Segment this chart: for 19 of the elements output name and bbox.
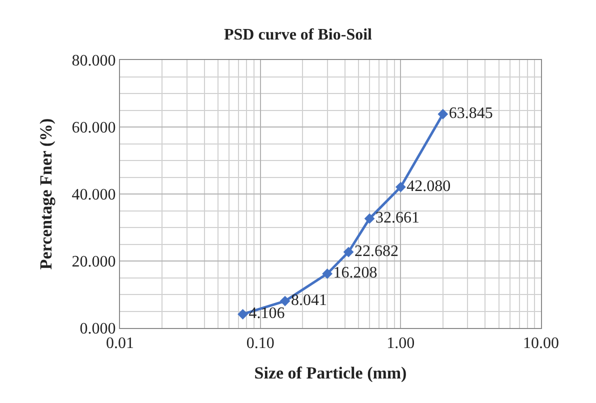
x-tick-label: 0.10 — [246, 335, 274, 352]
y-tick-label: 60.000 — [72, 120, 116, 137]
y-axis-title: Percentage Fner (%) — [36, 118, 56, 270]
data-label: 8.041 — [291, 292, 328, 310]
data-label: 22.682 — [354, 243, 399, 260]
x-tick-label: 0.01 — [106, 335, 134, 352]
data-label: 4.106 — [248, 305, 285, 322]
data-label: 32.661 — [376, 210, 420, 227]
x-tick-label: 1.00 — [386, 335, 415, 352]
x-tick-label: 10.00 — [523, 335, 559, 352]
y-tick-label: 80.000 — [72, 52, 116, 70]
y-tick-label: 20.000 — [72, 254, 116, 271]
chart-title: PSD curve of Bio-Soil — [224, 26, 373, 44]
y-tick-label: 40.000 — [72, 186, 116, 204]
data-label: 63.845 — [448, 105, 493, 122]
data-label: 42.080 — [406, 178, 451, 196]
x-axis-title: Size of Particle (mm) — [254, 364, 407, 383]
data-label: 16.208 — [333, 264, 378, 282]
y-tick-label: 0.000 — [80, 320, 116, 338]
